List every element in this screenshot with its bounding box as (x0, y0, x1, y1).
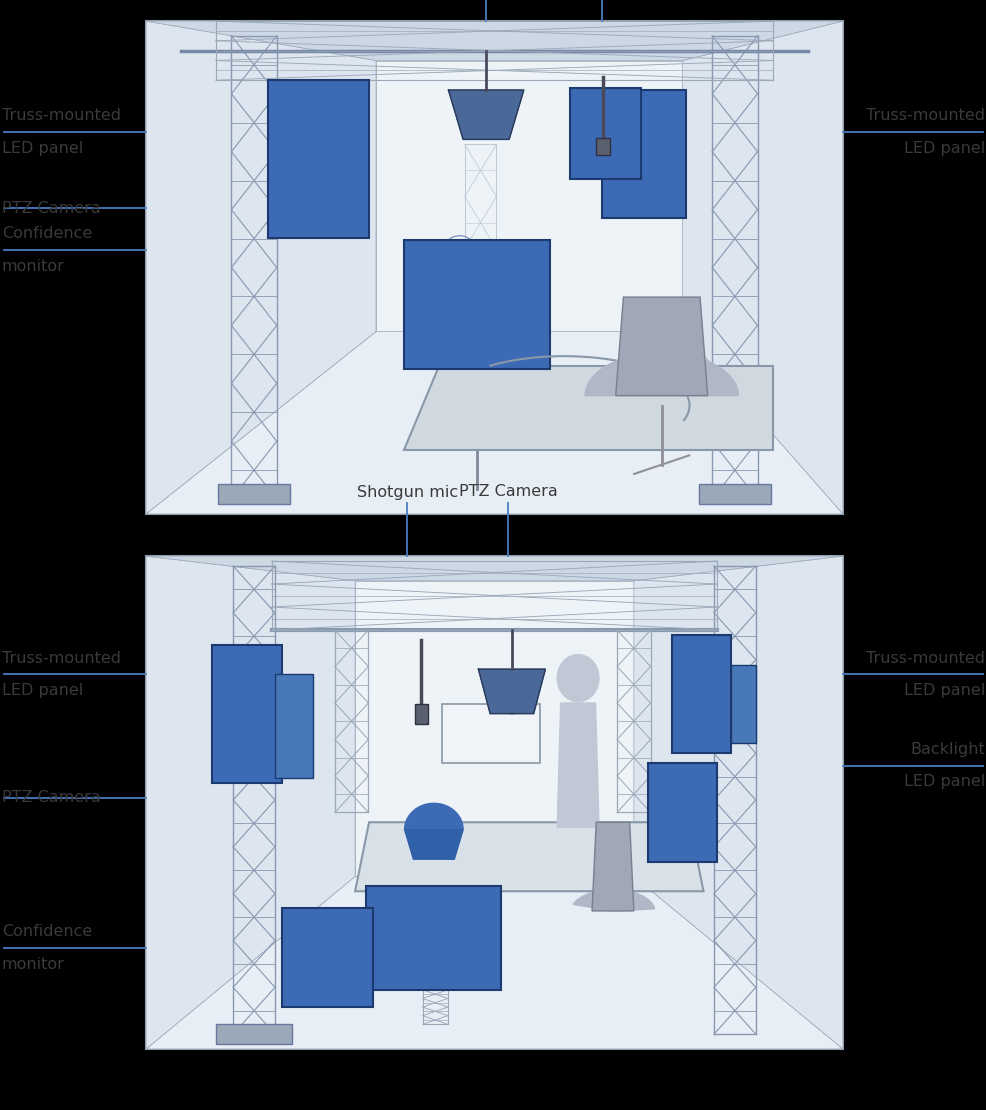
Polygon shape (355, 823, 703, 891)
Text: Shotgun mic: Shotgun mic (357, 484, 458, 500)
Polygon shape (404, 829, 462, 859)
Polygon shape (146, 556, 842, 581)
Text: Truss-mounted: Truss-mounted (865, 108, 984, 123)
Polygon shape (146, 21, 376, 514)
Text: PTZ Camera: PTZ Camera (2, 790, 101, 805)
FancyBboxPatch shape (268, 80, 369, 238)
Polygon shape (146, 877, 842, 1049)
Polygon shape (404, 804, 462, 829)
FancyBboxPatch shape (671, 635, 731, 754)
Polygon shape (478, 669, 545, 714)
FancyBboxPatch shape (282, 908, 372, 1007)
Text: Confidence: Confidence (2, 924, 92, 939)
FancyBboxPatch shape (698, 484, 770, 504)
Text: Confidence: Confidence (2, 226, 92, 241)
Polygon shape (557, 703, 599, 827)
Text: monitor: monitor (2, 957, 65, 971)
Text: Truss-mounted: Truss-mounted (2, 650, 121, 666)
Polygon shape (615, 297, 707, 395)
FancyBboxPatch shape (731, 665, 755, 744)
FancyBboxPatch shape (212, 645, 282, 783)
Text: monitor: monitor (2, 259, 65, 274)
Polygon shape (146, 21, 842, 61)
Text: PTZ Camera: PTZ Camera (458, 484, 557, 500)
Text: PTZ Camera: PTZ Camera (2, 201, 101, 215)
FancyBboxPatch shape (596, 138, 609, 155)
FancyBboxPatch shape (146, 556, 842, 1049)
Polygon shape (146, 332, 842, 514)
Text: Truss-mounted: Truss-mounted (2, 108, 121, 123)
Polygon shape (376, 61, 682, 332)
FancyBboxPatch shape (569, 88, 640, 179)
Polygon shape (585, 353, 738, 395)
Text: LED panel: LED panel (903, 141, 984, 155)
Text: Truss-mounted: Truss-mounted (865, 650, 984, 666)
FancyBboxPatch shape (275, 675, 313, 778)
Polygon shape (633, 556, 842, 1049)
Polygon shape (682, 21, 842, 514)
FancyBboxPatch shape (218, 484, 290, 504)
Polygon shape (592, 823, 633, 911)
Text: LED panel: LED panel (903, 775, 984, 789)
Polygon shape (355, 581, 633, 877)
FancyBboxPatch shape (216, 1025, 292, 1045)
Text: Backlight: Backlight (909, 741, 984, 757)
Text: LED panel: LED panel (903, 684, 984, 698)
Polygon shape (573, 890, 654, 911)
Text: LED panel: LED panel (2, 141, 83, 155)
Circle shape (557, 655, 599, 702)
FancyBboxPatch shape (365, 886, 501, 990)
FancyBboxPatch shape (403, 241, 549, 369)
FancyBboxPatch shape (442, 704, 539, 763)
Polygon shape (403, 366, 772, 450)
Text: LED panel: LED panel (2, 684, 83, 698)
Polygon shape (448, 90, 524, 140)
Polygon shape (146, 556, 355, 1049)
FancyBboxPatch shape (601, 90, 685, 219)
FancyBboxPatch shape (415, 704, 427, 724)
FancyBboxPatch shape (647, 763, 717, 861)
FancyBboxPatch shape (146, 21, 842, 514)
